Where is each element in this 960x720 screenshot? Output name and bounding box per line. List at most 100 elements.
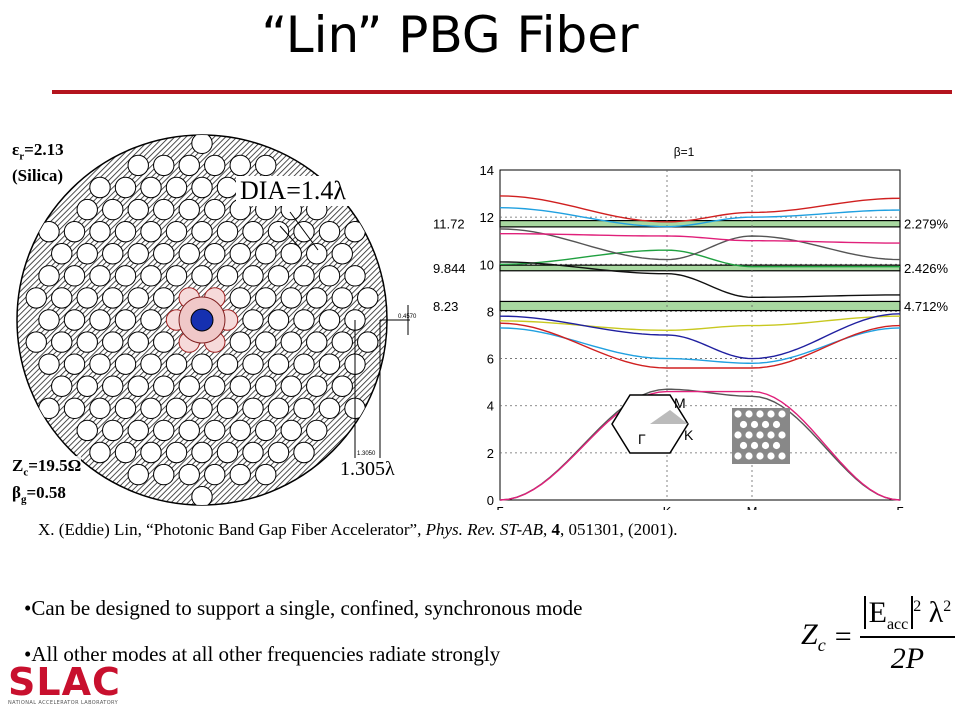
air-hole — [331, 287, 353, 309]
air-hole — [102, 331, 124, 353]
x-tick-label: K — [663, 504, 672, 510]
air-hole — [114, 441, 137, 464]
air-hole — [216, 441, 239, 464]
band-line — [499, 322, 901, 369]
y-tick-label: 4 — [487, 399, 494, 414]
air-hole — [89, 309, 111, 331]
air-hole — [38, 353, 60, 375]
brillouin-zone-inset: M K Γ — [611, 394, 694, 454]
impedance-label: Zc=19.5Ω — [12, 456, 82, 479]
air-hole — [89, 441, 111, 464]
citation-volume: 4 — [551, 520, 560, 539]
dia-arrow — [289, 211, 319, 251]
x-tick-label: Γ — [496, 504, 503, 510]
air-hole — [267, 397, 290, 420]
air-hole — [280, 419, 302, 442]
air-hole — [127, 463, 149, 486]
y-tick-labels: 0 2 4 6 8 10 12 14 — [480, 163, 494, 508]
air-hole — [153, 154, 175, 177]
air-hole — [178, 419, 200, 442]
band-line — [499, 232, 901, 244]
dim-small-label: 0.4570 — [398, 314, 417, 320]
eq-lambda-exp: 2 — [943, 598, 952, 615]
air-hole — [76, 243, 98, 265]
air-hole — [127, 331, 149, 353]
air-hole — [114, 176, 137, 199]
gap-width-label: 2.279% — [904, 217, 949, 232]
y-tick-label: 0 — [487, 493, 494, 508]
air-hole — [318, 220, 341, 243]
gap-frequency-labels: 11.72 9.844 8.23 — [433, 217, 466, 314]
lattice-hole — [739, 441, 748, 450]
air-hole — [306, 375, 328, 397]
air-hole — [357, 287, 379, 309]
lattice-hole — [745, 431, 753, 439]
eq-numerator: Eacc2 λ2 — [859, 596, 956, 638]
air-hole — [127, 243, 149, 265]
y-tick-label: 6 — [487, 352, 494, 367]
air-hole — [102, 375, 124, 397]
air-hole — [293, 309, 315, 331]
air-hole — [140, 176, 162, 199]
air-hole — [114, 397, 137, 420]
air-hole — [242, 309, 264, 331]
air-hole — [114, 309, 137, 331]
air-hole — [318, 397, 341, 420]
inset-label-gamma: Γ — [638, 431, 646, 447]
band-line — [499, 388, 901, 501]
air-hole — [242, 397, 264, 420]
eq-num-sub: acc — [886, 616, 909, 633]
plot-frame — [499, 169, 901, 501]
lattice-hole — [745, 410, 753, 418]
air-hole — [114, 353, 137, 375]
spacing-label: 1.305λ — [340, 458, 395, 481]
air-hole — [191, 485, 213, 505]
lattice-hole — [761, 441, 770, 450]
air-hole — [255, 154, 277, 177]
air-hole — [357, 331, 379, 353]
bullet-1: •Can be designed to support a single, co… — [24, 596, 583, 620]
lattice-hole — [767, 431, 775, 439]
air-hole — [191, 176, 213, 199]
band-line — [499, 327, 901, 364]
x-tick-labels: ΓKMΓ — [496, 504, 903, 510]
air-hole — [76, 287, 98, 309]
fiber-cross-section: 0.4570 1.3050 — [16, 134, 417, 506]
air-hole — [280, 331, 302, 353]
air-hole — [255, 243, 277, 265]
air-hole — [38, 220, 60, 243]
eq-lhs: Zc — [800, 596, 834, 677]
air-hole — [204, 463, 226, 486]
air-hole — [229, 419, 251, 442]
air-hole — [191, 353, 213, 375]
air-hole — [127, 154, 149, 177]
lattice-inset — [732, 408, 790, 464]
air-hole — [153, 287, 175, 309]
group-velocity-label: βg=0.58 — [12, 483, 66, 506]
air-hole — [89, 220, 111, 243]
eq-denominator: 2P — [890, 642, 925, 675]
x-tick-label: M — [747, 504, 758, 510]
air-hole — [229, 154, 251, 177]
logo-text: SLAC — [8, 660, 121, 704]
material-label: (Silica) — [12, 166, 63, 185]
band-line — [499, 390, 901, 501]
band-line — [499, 261, 901, 298]
air-hole — [229, 243, 251, 265]
air-hole — [331, 331, 353, 353]
air-hole — [306, 243, 328, 265]
eq-lambda: λ — [928, 596, 944, 629]
air-hole — [89, 397, 111, 420]
air-hole — [216, 176, 239, 199]
air-hole — [216, 397, 239, 420]
air-hole — [242, 220, 264, 243]
air-hole — [191, 265, 213, 287]
lattice-hole — [772, 420, 781, 429]
zc-value: =19.5Ω — [28, 456, 82, 475]
slide-title: “Lin” PBG Fiber — [261, 6, 639, 64]
air-hole — [114, 265, 137, 287]
air-hole — [38, 265, 60, 287]
gap-frequency-label: 11.72 — [433, 217, 465, 232]
eps-value: =2.13 — [24, 140, 64, 159]
